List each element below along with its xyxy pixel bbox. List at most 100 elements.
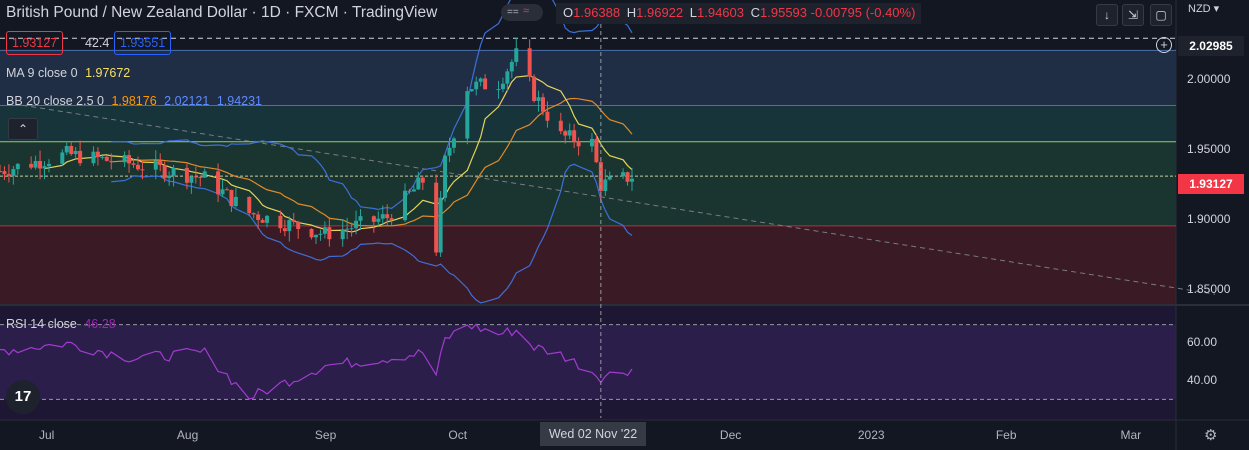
candle	[345, 228, 350, 230]
trendline	[22, 104, 1216, 295]
candle	[318, 233, 323, 235]
candle	[265, 215, 270, 223]
arrow-down-icon[interactable]: ↓	[1096, 4, 1118, 26]
candle	[260, 220, 265, 223]
price-tick-label: 1.85000	[1187, 282, 1231, 296]
price-tick-label: 2.00000	[1187, 72, 1231, 86]
candle	[434, 182, 439, 253]
rsi-line	[0, 323, 633, 400]
candle	[64, 146, 69, 153]
candle	[630, 178, 634, 182]
candle	[140, 169, 145, 171]
tradingview-logo-icon[interactable]: 17	[6, 380, 40, 414]
candle	[291, 220, 296, 222]
candle	[349, 228, 354, 230]
crosshair-date-tag: Wed 02 Nov '22	[540, 422, 646, 446]
candle	[403, 190, 408, 221]
candle	[447, 147, 452, 156]
candle	[233, 196, 238, 207]
candle	[536, 97, 541, 101]
fullscreen-icon[interactable]: ▢	[1150, 4, 1172, 26]
candle	[135, 164, 140, 170]
candle	[451, 138, 456, 148]
candle	[193, 176, 198, 178]
candle	[598, 162, 603, 192]
expand-icon[interactable]: ⇲	[1122, 4, 1144, 26]
candle	[33, 161, 38, 168]
time-tick-label: Jul	[38, 428, 55, 442]
candle	[73, 150, 78, 155]
price-tick-label: 1.95000	[1187, 142, 1231, 156]
candle	[131, 163, 136, 165]
price-zone-3	[0, 225, 1176, 304]
candle	[104, 156, 109, 161]
bb-legend[interactable]: BB 20 close 2.5 0 1.98176 2.02121 1.9423…	[6, 94, 262, 108]
candle	[153, 160, 158, 170]
bb-upper-value: 2.02121	[164, 94, 210, 108]
candle	[545, 111, 550, 121]
time-tick-label: Oct	[448, 428, 468, 442]
candle	[229, 189, 234, 207]
chart-title: British Pound / New Zealand Dollar · 1D …	[6, 4, 438, 21]
bb-lower-value: 1.94231	[216, 94, 262, 108]
candle	[11, 169, 16, 176]
candle	[607, 176, 612, 180]
candle	[15, 163, 20, 170]
candle	[411, 189, 416, 192]
candle	[38, 161, 43, 169]
candle	[625, 172, 630, 182]
bollinger-upper-line	[111, 0, 633, 211]
candle	[376, 218, 381, 222]
candle	[509, 61, 514, 72]
candle	[42, 166, 47, 169]
candle	[95, 151, 100, 158]
ohlc-readout: O1.96388 H1.96922 L1.94603 C1.95593 -0.0…	[556, 3, 922, 24]
candle	[558, 120, 563, 132]
candle	[314, 234, 318, 238]
candle	[358, 216, 363, 221]
change-value: -0.00795 (-0.40%)	[810, 5, 916, 20]
price-zone-2	[0, 141, 1176, 226]
candle	[594, 138, 599, 163]
spread-value: 42.4	[85, 36, 110, 50]
line-price-tag: 2.02985	[1178, 36, 1244, 56]
gear-icon[interactable]: ⚙	[1204, 427, 1218, 444]
candle	[171, 167, 176, 176]
candle	[78, 150, 83, 164]
time-tick-label: Mar	[1120, 428, 1142, 442]
rsi-tick-label: 60.00	[1187, 335, 1218, 350]
candle	[184, 167, 189, 183]
collapse-legend-button[interactable]: ⌃	[8, 118, 38, 140]
chart-toggle-button[interactable]: == ≈	[501, 4, 543, 21]
candle	[46, 163, 51, 167]
candle	[621, 172, 626, 177]
ma-legend[interactable]: MA 9 close 0 1.97672	[6, 66, 131, 80]
candle	[247, 196, 252, 214]
buy-price-button[interactable]: 1.93551	[114, 31, 172, 55]
candle	[256, 214, 261, 221]
candle	[469, 89, 474, 92]
time-tick-label: 2023	[857, 428, 885, 442]
candle	[2, 171, 7, 175]
candle	[385, 214, 390, 219]
time-tick-label: Aug	[176, 428, 199, 442]
candle	[198, 176, 203, 178]
candle	[380, 214, 385, 219]
candle	[158, 160, 163, 166]
time-tick-label: Feb	[995, 428, 1017, 442]
add-alert-icon[interactable]: +	[1156, 37, 1172, 53]
candle	[505, 71, 510, 84]
candle	[162, 165, 167, 179]
rsi-legend[interactable]: RSI 14 close 46.28	[6, 317, 116, 331]
currency-selector[interactable]: NZD ▾	[1188, 3, 1220, 15]
last-price-tag: 1.93127	[1178, 174, 1244, 194]
candle	[527, 48, 532, 77]
toggle-left-glyph: ==	[507, 7, 519, 18]
sell-price-button[interactable]: 1.93127	[6, 31, 64, 55]
candle	[563, 131, 568, 136]
candle	[278, 215, 283, 229]
candle	[127, 155, 132, 164]
high-value: 1.96922	[636, 5, 684, 20]
candle	[576, 141, 581, 147]
